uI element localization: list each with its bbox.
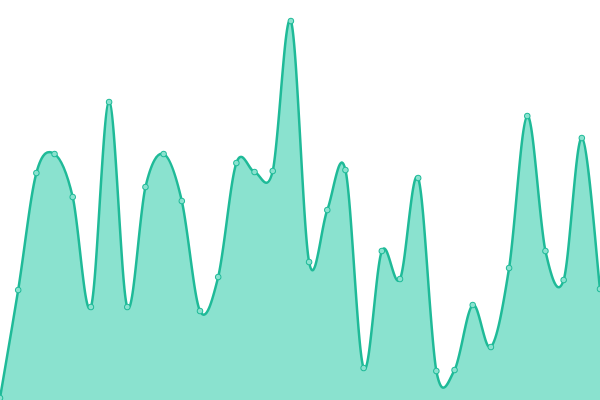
point (123, 303, 131, 311)
point (560, 276, 567, 284)
point (360, 364, 367, 372)
point (523, 112, 531, 120)
point (578, 134, 586, 142)
point (269, 167, 277, 175)
point (33, 169, 40, 177)
point (233, 159, 240, 167)
point (596, 285, 600, 293)
point (287, 17, 295, 25)
point (342, 166, 349, 174)
point (542, 247, 549, 255)
point (0, 394, 4, 400)
area-fill (0, 19, 600, 400)
point (305, 258, 313, 266)
point (487, 343, 495, 351)
point (196, 307, 204, 315)
point (469, 301, 477, 309)
point (451, 366, 458, 374)
point (433, 367, 440, 375)
point (178, 197, 186, 205)
point (105, 98, 113, 106)
point (414, 174, 422, 182)
point (323, 206, 331, 214)
point (14, 286, 22, 294)
point (251, 168, 258, 176)
point (505, 264, 513, 272)
point (69, 193, 77, 201)
point (51, 150, 58, 158)
point (214, 273, 222, 281)
point (378, 247, 386, 255)
point (142, 183, 149, 191)
area-line (0, 18, 600, 399)
point (160, 150, 167, 158)
point (396, 275, 404, 283)
point (87, 303, 95, 311)
